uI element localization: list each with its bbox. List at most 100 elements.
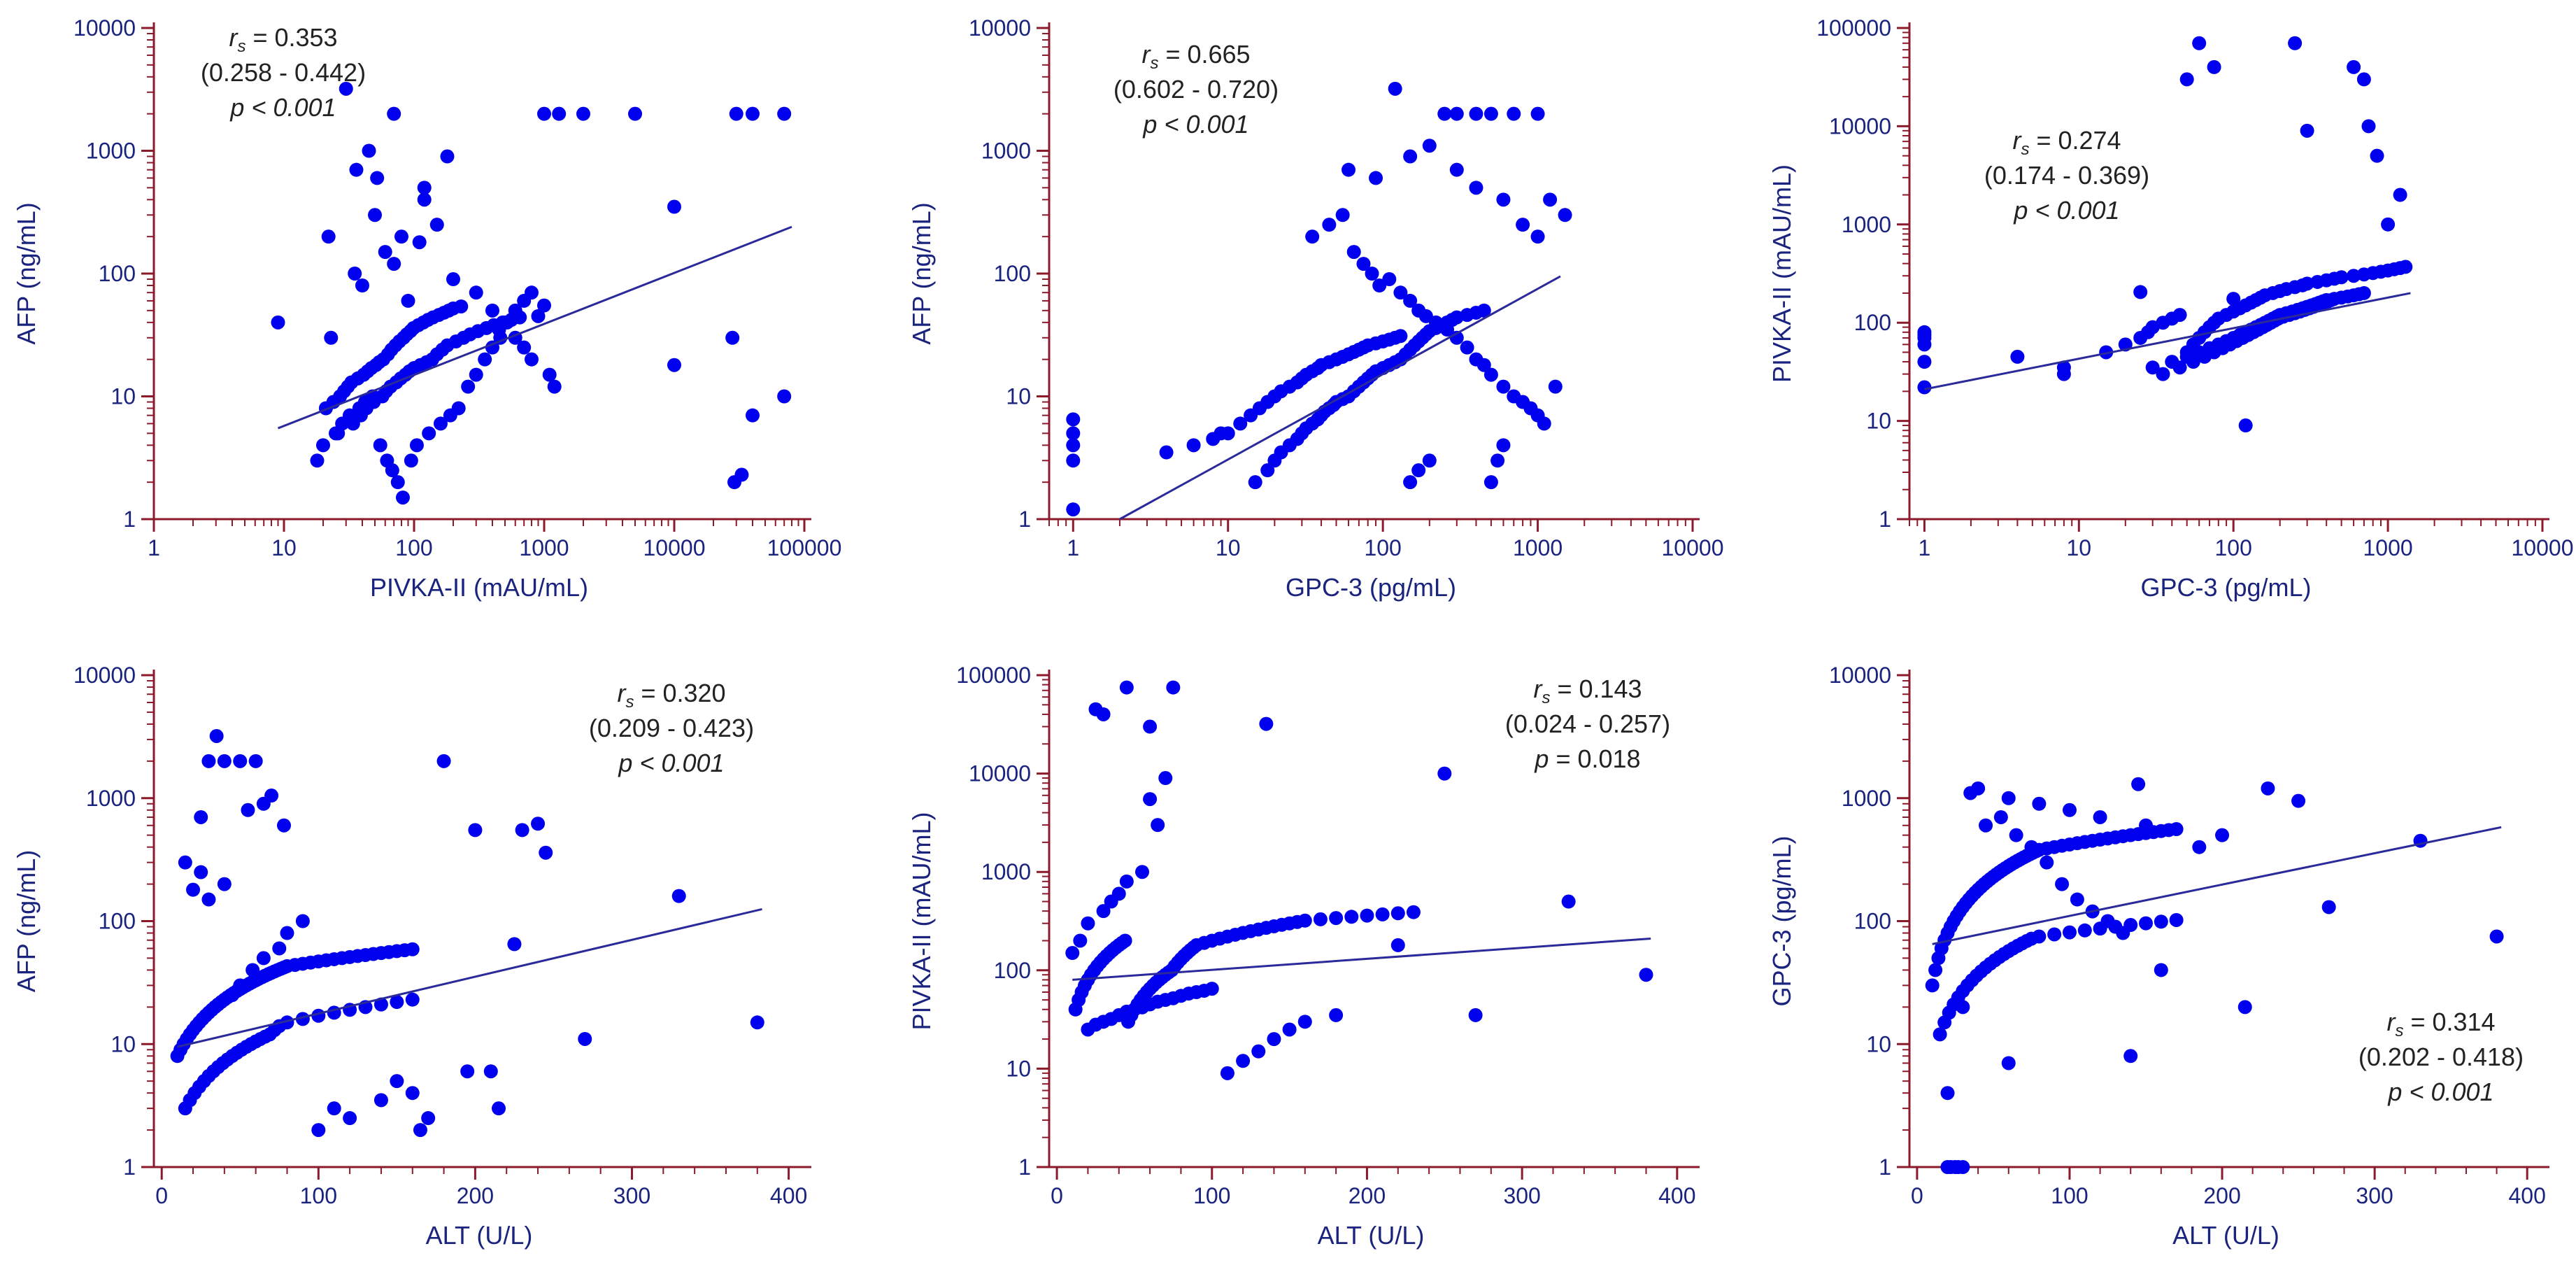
data-point — [1469, 181, 1483, 195]
data-point — [373, 1093, 388, 1108]
data-point — [1483, 367, 1498, 382]
data-point — [339, 81, 353, 96]
data-point — [1639, 968, 1653, 982]
data-point — [507, 937, 522, 952]
x-tick-label: 1000 — [1513, 535, 1563, 560]
data-point — [2156, 367, 2170, 381]
data-point — [485, 340, 499, 355]
data-point — [436, 754, 451, 768]
data-point — [2291, 793, 2306, 808]
data-point — [417, 181, 432, 195]
data-point — [1088, 702, 1103, 716]
data-point — [1214, 426, 1228, 441]
y-tick-label: 10000 — [1829, 663, 1891, 688]
data-point — [2169, 822, 2184, 837]
data-point — [1468, 1008, 1483, 1022]
data-point — [2001, 1056, 2016, 1070]
data-point — [2077, 923, 2092, 938]
x-tick-label: 1000 — [519, 535, 569, 560]
x-tick-label: 1000 — [2363, 535, 2413, 560]
data-point — [1096, 904, 1111, 919]
data-point — [385, 463, 399, 478]
data-point — [2207, 59, 2221, 74]
data-point — [405, 1086, 420, 1101]
x-axis-label: PIVKA-II (mAU/mL) — [370, 573, 588, 602]
x-tick-label: 1 — [148, 535, 160, 560]
correlation-coefficient: rs = 0.320 — [617, 679, 725, 712]
data-point — [478, 352, 492, 367]
data-point — [2032, 929, 2047, 944]
y-tick-label: 10 — [1866, 1031, 1891, 1056]
data-point — [1917, 325, 1932, 339]
data-point — [201, 892, 216, 907]
data-point — [1233, 416, 1248, 431]
correlation-coefficient: rs = 0.314 — [2386, 1008, 2495, 1040]
data-point — [2334, 270, 2349, 285]
data-point — [1297, 1015, 1312, 1029]
data-point — [1365, 267, 1379, 281]
data-point — [734, 467, 749, 482]
data-point — [1220, 1066, 1234, 1080]
x-tick-label: 300 — [613, 1183, 650, 1208]
data-point — [331, 426, 346, 441]
data-point — [2145, 360, 2160, 375]
x-tick-label: 100 — [300, 1183, 337, 1208]
data-point — [2261, 781, 2275, 796]
data-point — [201, 754, 216, 768]
x-tick-label: 300 — [1503, 1183, 1540, 1208]
data-point — [349, 162, 364, 177]
data-point — [2047, 927, 2062, 942]
x-tick-label: 0 — [155, 1183, 168, 1208]
data-point — [1548, 379, 1563, 394]
data-point — [1516, 218, 1530, 232]
x-tick-label: 10000 — [643, 535, 706, 560]
data-point — [1236, 1054, 1251, 1068]
y-axis-label: PIVKA-II (mAU/mL) — [1767, 164, 1796, 383]
data-point — [370, 171, 385, 185]
x-axis-label: ALT (U/L) — [426, 1221, 533, 1250]
y-tick-label: 1 — [1018, 507, 1031, 532]
regression-line — [1119, 275, 1561, 521]
data-point — [2062, 803, 2077, 817]
data-point — [362, 143, 376, 158]
data-point — [1118, 933, 1132, 948]
p-value: p = 0.018 — [1534, 744, 1640, 773]
data-point — [1066, 453, 1081, 468]
data-point — [539, 845, 553, 860]
scatter-panel-5: 0 100 200 300 400 1 10 100 1000 10000 100000 ALT (U… — [907, 663, 1700, 1250]
data-point — [1403, 149, 1418, 164]
y-tick-label: 10000 — [969, 15, 1031, 41]
data-points — [170, 728, 764, 1138]
x-tick-label: 1 — [1919, 535, 1931, 560]
data-point — [186, 882, 201, 897]
data-point — [1066, 412, 1081, 427]
data-point — [1066, 426, 1081, 441]
data-points — [1065, 680, 1653, 1080]
data-point — [1390, 938, 1405, 952]
data-point — [2288, 36, 2303, 50]
data-point — [469, 285, 483, 300]
data-point — [1437, 766, 1452, 781]
data-point — [1476, 303, 1491, 318]
data-point — [1469, 106, 1483, 121]
y-tick-label: 100 — [99, 261, 136, 286]
data-point — [1260, 463, 1275, 478]
x-tick-label: 100 — [1193, 1183, 1230, 1208]
data-point — [311, 1123, 326, 1138]
data-point — [1346, 245, 1361, 260]
data-point — [2093, 810, 2107, 824]
y-tick-label: 100 — [1854, 310, 1891, 335]
data-point — [1449, 106, 1464, 121]
data-point — [2001, 791, 2016, 805]
data-point — [667, 358, 681, 372]
data-point — [233, 754, 248, 768]
data-point — [2226, 292, 2241, 306]
data-point — [387, 257, 401, 271]
data-point — [2238, 418, 2253, 433]
data-point — [1956, 1160, 1970, 1174]
data-point — [394, 229, 408, 244]
data-point — [1561, 894, 1576, 909]
x-tick-label: 300 — [2356, 1183, 2393, 1208]
data-point — [1490, 453, 1505, 468]
data-point — [194, 810, 208, 824]
